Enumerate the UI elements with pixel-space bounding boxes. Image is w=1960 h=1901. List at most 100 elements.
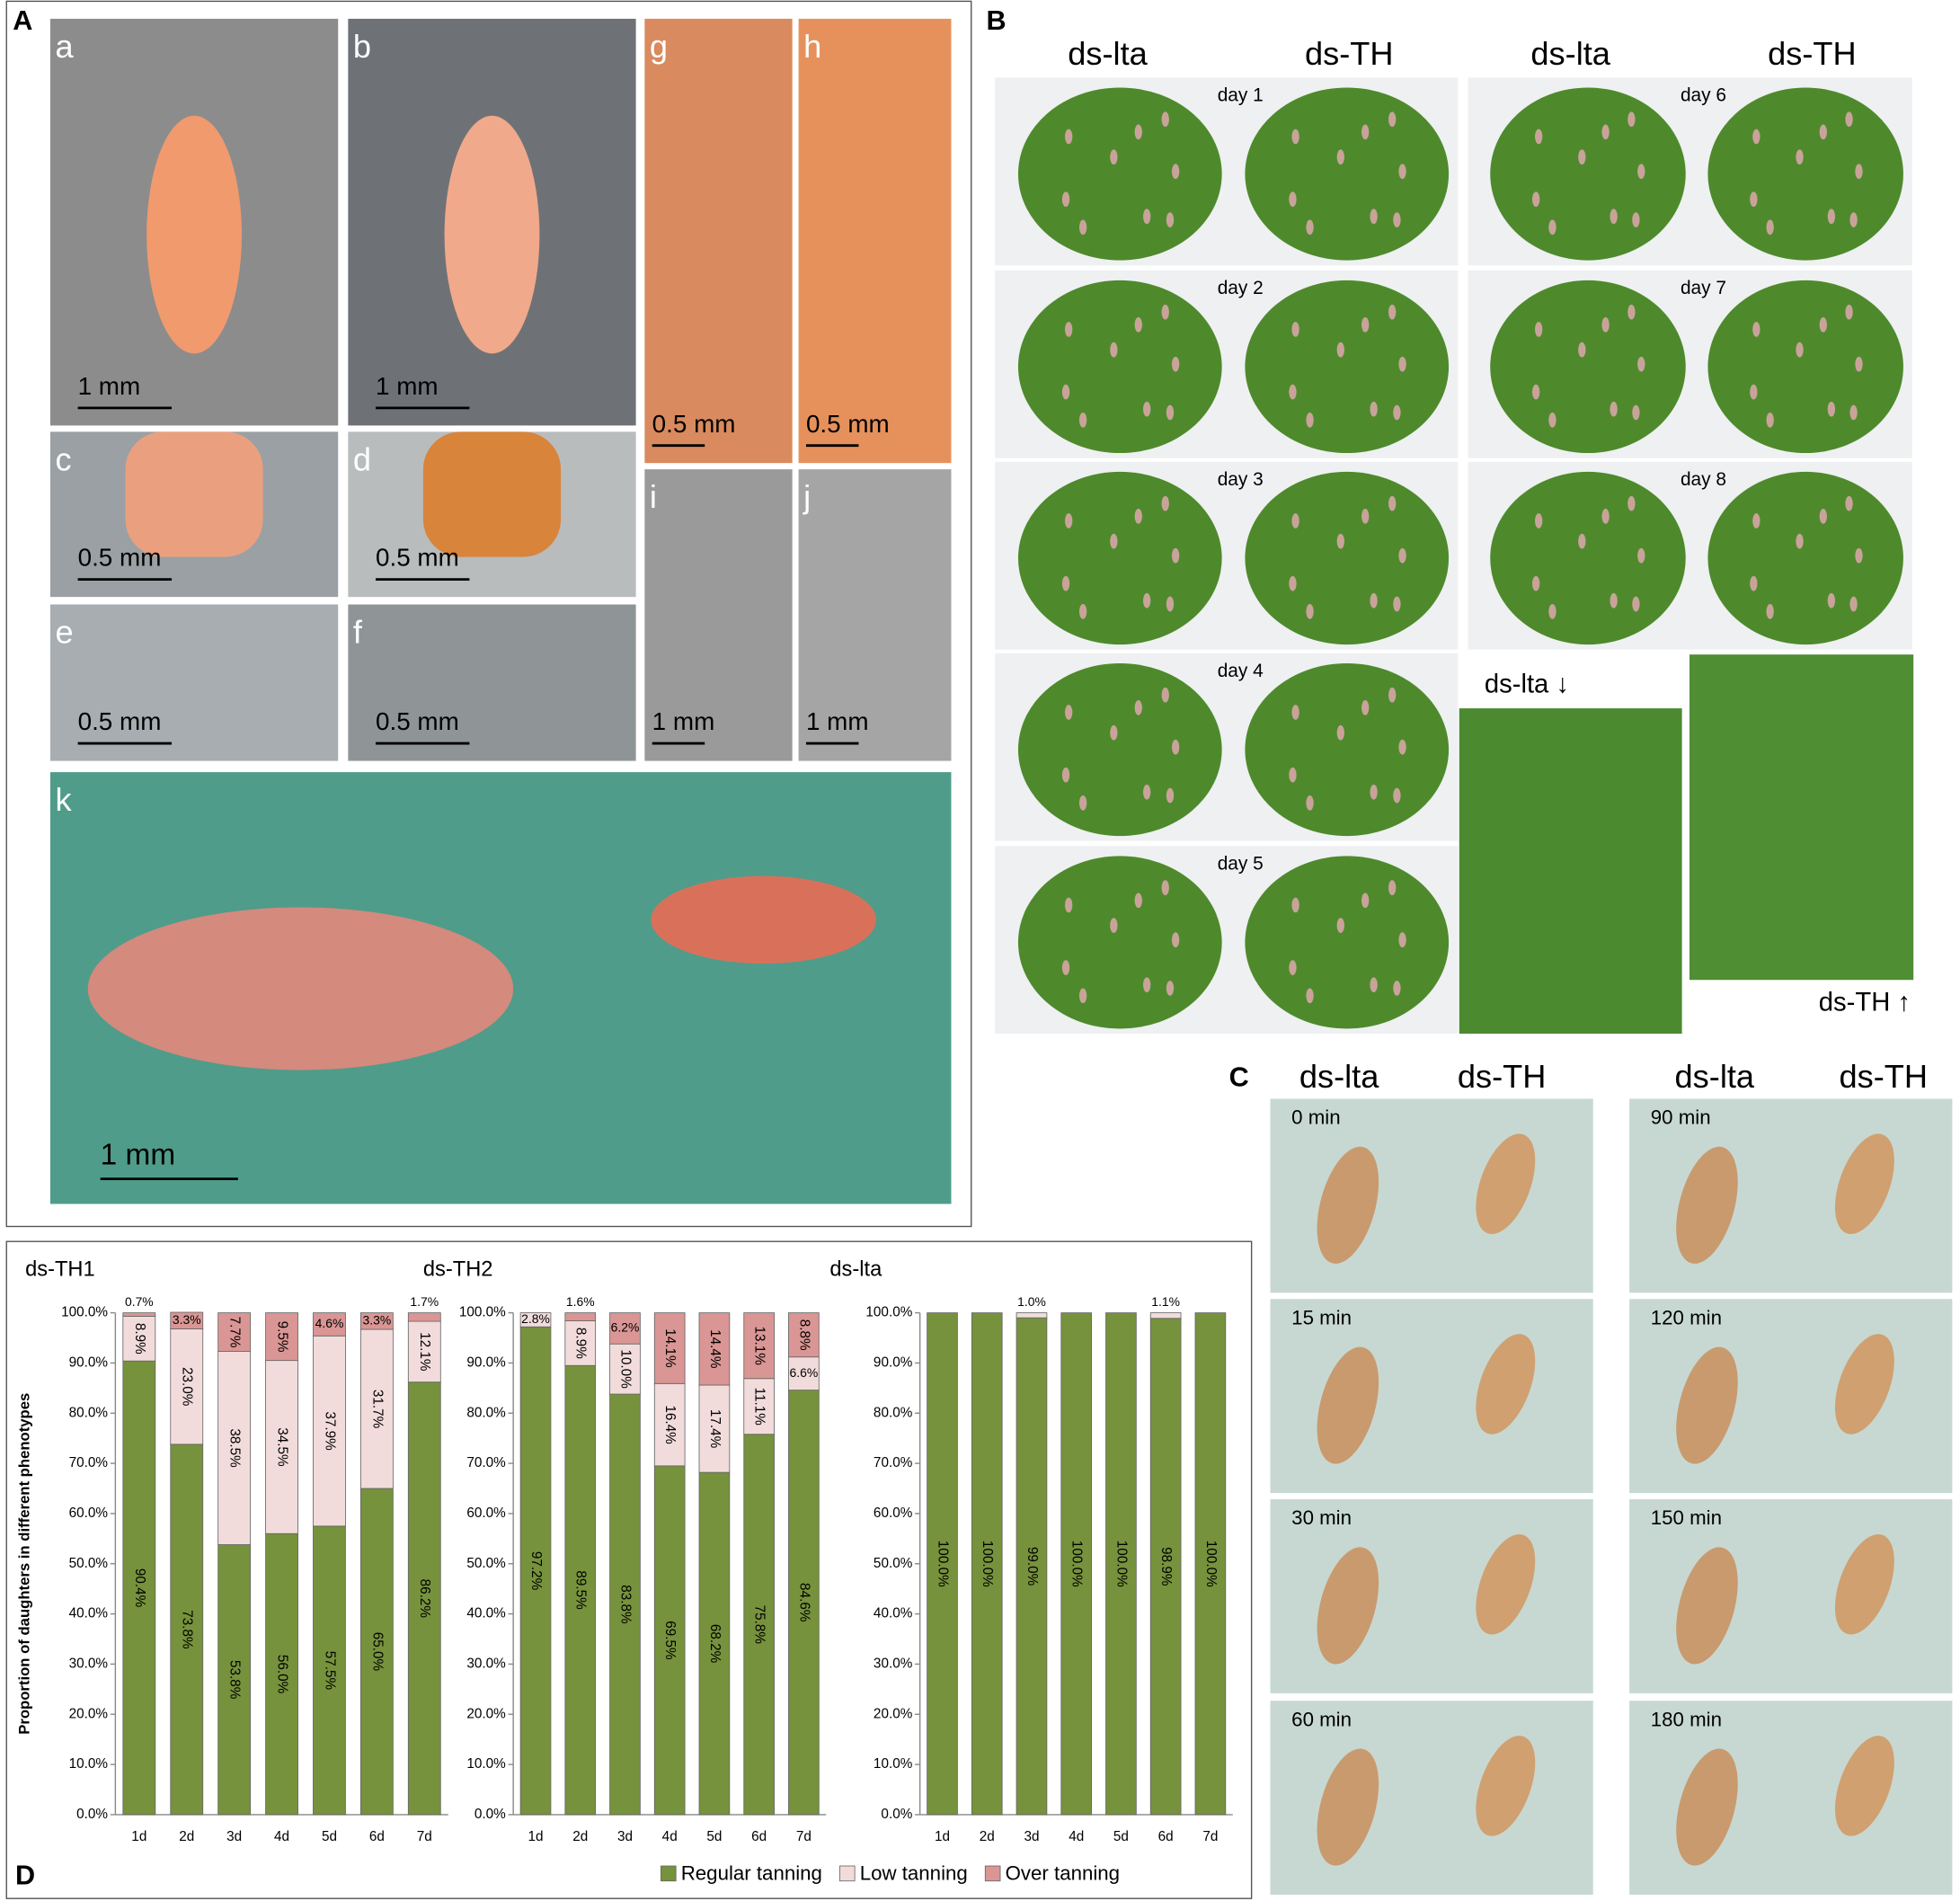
y-tick-label: 90.0% bbox=[874, 1355, 913, 1370]
aphid bbox=[1578, 342, 1586, 358]
aphid bbox=[1388, 304, 1397, 320]
aphid bbox=[1110, 724, 1118, 741]
bar-segment bbox=[743, 1312, 775, 1380]
value-label: 34.5% bbox=[275, 1427, 290, 1467]
aphid bbox=[1336, 149, 1344, 165]
aphid bbox=[1336, 533, 1344, 549]
aphid bbox=[1291, 513, 1299, 529]
bar-segment bbox=[1149, 1312, 1182, 1319]
sub-label: j bbox=[803, 478, 811, 515]
value-label: 57.5% bbox=[322, 1651, 337, 1691]
y-tick-label: 40.0% bbox=[69, 1606, 109, 1621]
bar-segment bbox=[519, 1326, 552, 1816]
value-label: 1.1% bbox=[1151, 1294, 1180, 1309]
bar-segment bbox=[407, 1320, 441, 1383]
column-header: ds-TH bbox=[1305, 35, 1394, 72]
bar-segment bbox=[265, 1360, 298, 1534]
x-tick-label: 2d bbox=[179, 1829, 194, 1844]
bar-segment bbox=[122, 1312, 156, 1317]
y-tick-label: 20.0% bbox=[466, 1706, 506, 1721]
aphid bbox=[1855, 547, 1863, 564]
y-tick-label: 30.0% bbox=[874, 1656, 913, 1671]
aphid bbox=[1078, 412, 1087, 428]
aphid bbox=[1289, 575, 1297, 591]
x-tick-label: 4d bbox=[1069, 1829, 1084, 1844]
aphid bbox=[1388, 495, 1397, 511]
sub-label: d bbox=[353, 440, 371, 477]
value-label: 65.0% bbox=[369, 1632, 385, 1672]
bar-segment bbox=[788, 1390, 820, 1816]
aphid bbox=[1361, 893, 1370, 909]
bar-segment bbox=[564, 1364, 597, 1816]
aphid bbox=[1601, 509, 1610, 524]
aphid bbox=[1166, 787, 1175, 804]
aphid bbox=[1531, 191, 1540, 208]
chart-title: ds-TH2 bbox=[423, 1257, 493, 1281]
chart-title: ds-lta bbox=[829, 1257, 882, 1281]
aphid bbox=[1134, 124, 1142, 140]
bar-segment bbox=[359, 1488, 394, 1816]
y-tick-label: 100.0% bbox=[459, 1305, 506, 1320]
day-label: day 8 bbox=[1681, 469, 1726, 490]
aphid bbox=[1845, 495, 1853, 511]
photo bbox=[348, 604, 636, 761]
y-tick-label: 70.0% bbox=[69, 1455, 109, 1470]
aphid bbox=[1289, 960, 1297, 975]
aphid bbox=[1078, 219, 1087, 235]
bar-segment bbox=[1060, 1312, 1093, 1816]
aphid bbox=[1289, 191, 1297, 208]
aphid bbox=[1161, 880, 1169, 896]
bar-segment bbox=[170, 1311, 204, 1329]
y-tick-label: 50.0% bbox=[69, 1556, 109, 1571]
aphid bbox=[1317, 1547, 1379, 1665]
leaf-disc bbox=[1245, 471, 1450, 645]
aphid bbox=[1078, 988, 1087, 1004]
aphid bbox=[1143, 401, 1151, 417]
aphid bbox=[1289, 767, 1297, 783]
value-label: 38.5% bbox=[227, 1428, 243, 1468]
x-tick-label: 4d bbox=[274, 1829, 289, 1844]
value-label: 8.8% bbox=[796, 1319, 811, 1351]
scale-label: 0.5 mm bbox=[376, 544, 459, 572]
day-label: day 6 bbox=[1681, 85, 1726, 106]
aphid bbox=[1752, 322, 1760, 337]
sub-label: h bbox=[803, 28, 821, 65]
x-tick-label: 3d bbox=[1024, 1829, 1039, 1844]
bar-segment bbox=[359, 1312, 394, 1330]
aphid bbox=[1601, 124, 1610, 140]
legend-swatch bbox=[661, 1865, 677, 1882]
aphid bbox=[1849, 596, 1858, 612]
value-label: 13.1% bbox=[752, 1326, 767, 1365]
aphid bbox=[1476, 1533, 1536, 1635]
aphid bbox=[1143, 209, 1151, 225]
aphid bbox=[1393, 981, 1401, 996]
day-label: day 2 bbox=[1218, 278, 1264, 298]
panel-letter: A bbox=[13, 5, 32, 36]
legend-label: Low tanning bbox=[860, 1862, 968, 1885]
aphid bbox=[1171, 739, 1180, 755]
y-tick-label: 10.0% bbox=[69, 1756, 109, 1772]
value-label: 83.8% bbox=[617, 1585, 633, 1624]
sub-label: i bbox=[650, 478, 657, 515]
aphid bbox=[1398, 932, 1406, 948]
aphid bbox=[1078, 603, 1087, 619]
value-label: 8.9% bbox=[573, 1328, 589, 1359]
aphid bbox=[1548, 219, 1556, 235]
y-tick-label: 70.0% bbox=[874, 1455, 913, 1470]
scale-label: 1 mm bbox=[376, 372, 439, 400]
aphid bbox=[1291, 129, 1299, 145]
x-tick-label: 3d bbox=[617, 1829, 633, 1844]
x-tick-label: 2d bbox=[980, 1829, 995, 1844]
leaf-disc bbox=[1245, 280, 1450, 454]
bar-segment bbox=[564, 1312, 597, 1321]
value-label: 98.9% bbox=[1158, 1547, 1174, 1586]
aphid bbox=[1161, 304, 1169, 320]
aphid bbox=[1601, 316, 1610, 333]
scale-label: 0.5 mm bbox=[376, 707, 459, 735]
aphid bbox=[1610, 209, 1618, 225]
aphid bbox=[1834, 1533, 1894, 1635]
aphid bbox=[1166, 596, 1175, 612]
aphid bbox=[1819, 124, 1827, 140]
aphid bbox=[1388, 687, 1397, 703]
